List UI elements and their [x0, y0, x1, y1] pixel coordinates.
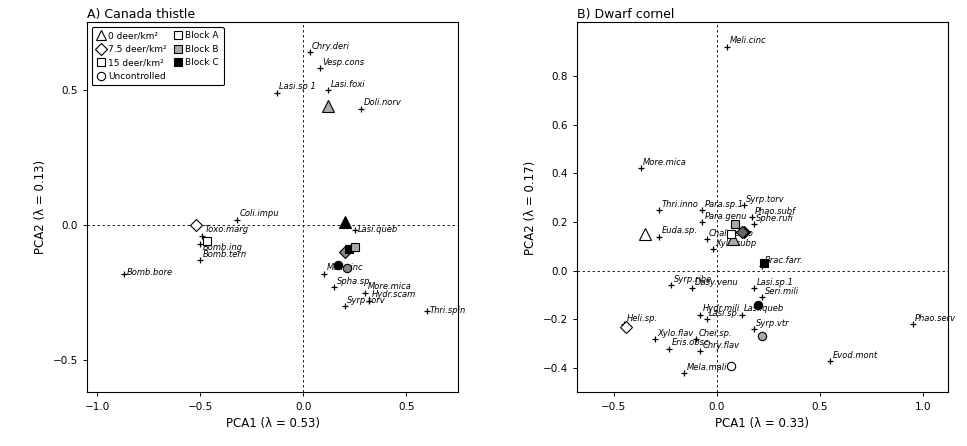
Text: Syrp.ribe: Syrp.ribe — [674, 275, 713, 284]
Text: Evod.mont: Evod.mont — [833, 351, 878, 359]
Text: Hydr.mili: Hydr.mili — [703, 304, 740, 314]
Text: Dasy.venu: Dasy.venu — [694, 277, 738, 286]
Text: B) Dwarf cornel: B) Dwarf cornel — [576, 8, 674, 21]
Text: Chry.deri: Chry.deri — [312, 41, 350, 51]
Text: Bomb.bore: Bomb.bore — [127, 268, 173, 277]
Text: Para.sp.1: Para.sp.1 — [705, 200, 744, 209]
Text: Lasi.sp.: Lasi.sp. — [709, 309, 741, 318]
Text: Lasi.queb: Lasi.queb — [744, 304, 784, 314]
Text: A) Canada thistle: A) Canada thistle — [87, 8, 195, 21]
Text: Syrp.torv: Syrp.torv — [347, 296, 386, 305]
Text: Lasi.queb: Lasi.queb — [358, 224, 397, 234]
Text: Meli.cinc: Meli.cinc — [730, 37, 766, 45]
Text: Thri.spin: Thri.spin — [429, 306, 466, 314]
Text: Vesp.cons: Vesp.cons — [322, 58, 365, 67]
Text: Sphe.rufi: Sphe.rufi — [756, 214, 794, 223]
Text: Bomb.ing: Bomb.ing — [203, 243, 243, 252]
Text: Lasi.sp.1: Lasi.sp.1 — [756, 277, 793, 286]
Y-axis label: PCA2 (λ = 0.17): PCA2 (λ = 0.17) — [524, 160, 537, 255]
Text: Toxo.marg: Toxo.marg — [205, 225, 249, 235]
Text: Doli.norv: Doli.norv — [364, 99, 401, 107]
Text: Syrp.vtr: Syrp.vtr — [756, 319, 790, 328]
Text: Euda.sp.: Euda.sp. — [661, 227, 697, 235]
Text: Phao.subf: Phao.subf — [754, 207, 796, 216]
Text: Chei.sp.: Chei.sp. — [699, 329, 732, 338]
Text: Phao.serv: Phao.serv — [915, 314, 956, 323]
Text: Brac.farr.: Brac.farr. — [765, 256, 804, 264]
Text: Lasi.foxi: Lasi.foxi — [331, 79, 366, 88]
Y-axis label: PCA2 (λ = 0.13): PCA2 (λ = 0.13) — [34, 160, 47, 255]
Text: Bomb.tern: Bomb.tern — [203, 250, 247, 259]
Text: Syrp.torv: Syrp.torv — [747, 195, 785, 204]
Text: Mela.mali: Mela.mali — [687, 363, 727, 372]
Text: More.mica: More.mica — [367, 282, 412, 291]
Text: Thri.inno: Thri.inno — [661, 200, 698, 209]
Text: Para.genu: Para.genu — [705, 212, 747, 221]
Text: Lasi.sp 1: Lasi.sp 1 — [279, 82, 316, 91]
Text: Spha.sp: Spha.sp — [337, 277, 370, 286]
Text: Hydr.scam: Hydr.scam — [372, 290, 416, 299]
Text: Meli.cinc: Meli.cinc — [327, 263, 364, 272]
Text: Seri.mili: Seri.mili — [765, 287, 799, 296]
Text: Coli.impu: Coli.impu — [240, 209, 279, 218]
Text: More.mica: More.mica — [643, 158, 687, 167]
Text: Chry.flav: Chry.flav — [703, 341, 740, 350]
Legend: 0 deer/km², 7.5 deer/km², 15 deer/km², Uncontrolled, Block A, Block B, Block C: 0 deer/km², 7.5 deer/km², 15 deer/km², U… — [92, 27, 223, 85]
X-axis label: PCA1 (λ = 0.33): PCA1 (λ = 0.33) — [716, 417, 809, 430]
X-axis label: PCA1 (λ = 0.53): PCA1 (λ = 0.53) — [225, 417, 319, 430]
Text: Chal.nemo: Chal.nemo — [709, 229, 754, 238]
Text: Xylo.flav: Xylo.flav — [658, 329, 694, 338]
Text: Eris.obsc: Eris.obsc — [672, 339, 710, 347]
Text: Xylo.subp: Xylo.subp — [716, 239, 756, 248]
Text: Heli.sp.: Heli.sp. — [627, 314, 658, 323]
